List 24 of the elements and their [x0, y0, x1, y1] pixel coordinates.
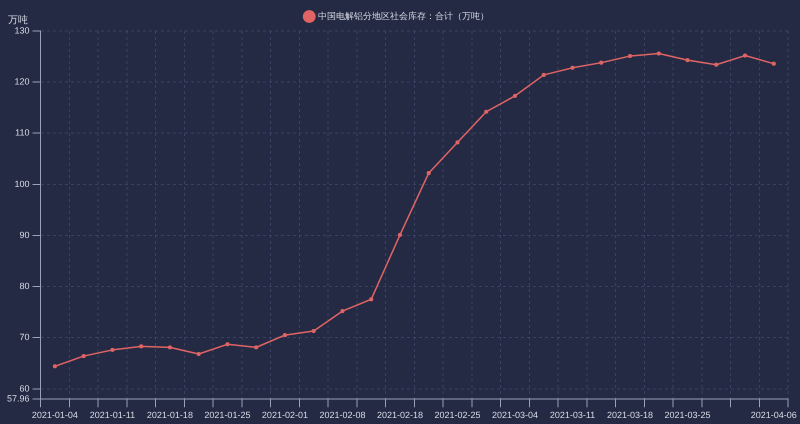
y-tick-label: 100: [14, 178, 30, 189]
y-tick-label: 70: [20, 332, 30, 342]
x-tick-label: 2021-03-18: [606, 410, 654, 420]
y-axis-title: 万吨: [8, 14, 28, 26]
x-tick-label: 2021-01-04: [32, 410, 78, 420]
x-tick-label: 2021-03-25: [664, 410, 711, 420]
x-tick-label: 2021-02-08: [319, 410, 366, 420]
x-tick-label: 2021-02-25: [434, 410, 480, 420]
y-tick-label: 120: [14, 76, 30, 87]
x-tick-label: 2021-03-11: [550, 410, 596, 420]
y-tick-label: 60: [20, 383, 30, 394]
legend-label: 中国电解铝分地区社会库存：合计（万吨）: [318, 10, 489, 21]
y-tick-label: 80: [20, 281, 30, 292]
x-tick-label: 2021-04-06: [750, 410, 797, 420]
x-tick-label: 2021-02-18: [376, 410, 423, 420]
y-tick-label: 110: [15, 128, 30, 138]
y-tick-label: 130: [14, 25, 30, 36]
y-tick-label: 90: [20, 230, 30, 240]
x-tick-label: 2021-03-04: [492, 410, 538, 420]
y-tick-label: 57.96: [6, 394, 30, 404]
x-tick-label: 2021-02-01: [262, 410, 308, 420]
x-tick-label: 2021-01-11: [90, 410, 136, 420]
x-tick-label: 2021-01-18: [146, 410, 193, 420]
x-tick-label: 2021-01-25: [204, 410, 250, 420]
